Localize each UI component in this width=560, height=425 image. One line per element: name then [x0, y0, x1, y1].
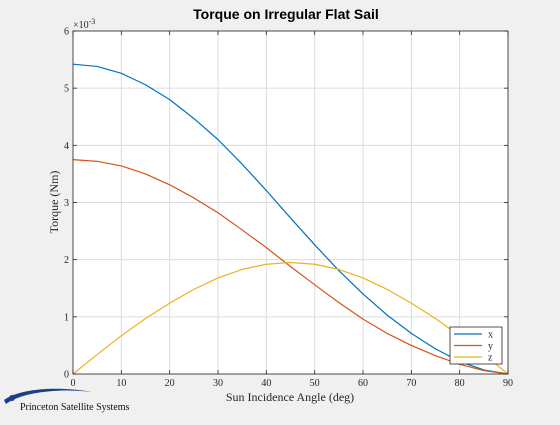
- x-tick-label: 70: [406, 378, 416, 389]
- x-tick-label: 10: [116, 378, 126, 389]
- x-tick-label: 80: [455, 378, 465, 389]
- series-line-x: [72, 63, 509, 375]
- princeton-satellite-systems-logo: Princeton Satellite Systems: [4, 388, 130, 413]
- x-tick-label: 60: [358, 378, 368, 389]
- x-tick-label: 90: [503, 378, 513, 389]
- legend-label-x: x: [488, 330, 493, 341]
- y-tick-label: 2: [64, 255, 69, 266]
- logo-swoosh-icon: [4, 388, 92, 404]
- x-axis-label: Sun Incidence Angle (deg): [226, 390, 354, 404]
- y-tick-label: 1: [64, 312, 69, 323]
- y-tick-label: 4: [64, 141, 69, 152]
- brand-name: Princeton Satellite Systems: [20, 402, 130, 413]
- x-tick-label: 50: [310, 378, 320, 389]
- tick-labels: 0 10 20 30 40 50 60 70 80 90 0 1 2 3 4 5 6: [64, 27, 513, 390]
- y-tick-label: 6: [64, 27, 69, 38]
- axes: [72, 30, 509, 375]
- y-tick-label: 5: [64, 84, 69, 95]
- chart-title: Torque on Irregular Flat Sail: [193, 6, 379, 22]
- y-exponent-power: -3: [89, 17, 96, 26]
- legend: xyz: [449, 326, 503, 365]
- y-axis-exponent: ×10-3: [73, 17, 95, 31]
- x-tick-label: 20: [165, 378, 175, 389]
- y-axis-label: Torque (Nm): [47, 171, 61, 234]
- series-line-z: [72, 261, 509, 375]
- x-tick-label: 30: [213, 378, 223, 389]
- series-group: [72, 63, 509, 375]
- legend-label-y: y: [488, 341, 493, 352]
- y-tick-label: 0: [64, 370, 69, 381]
- x-tick-label: 40: [261, 378, 271, 389]
- series-line-y: [72, 159, 509, 375]
- logo-dot-icon: [9, 395, 15, 401]
- y-exponent-base: ×10: [73, 20, 89, 31]
- y-tick-label: 3: [64, 198, 69, 209]
- legend-label-z: z: [488, 353, 493, 364]
- x-tick-label: 0: [71, 378, 76, 389]
